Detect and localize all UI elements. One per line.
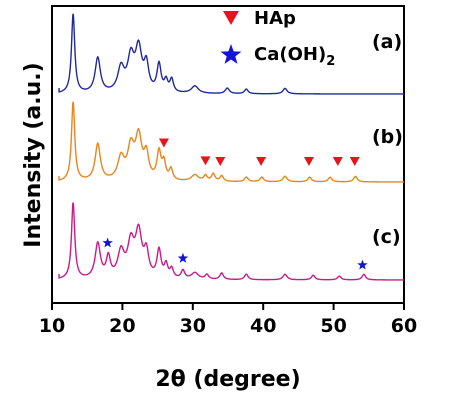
x-axis-ticks: 10 20 30 40 50 60 [39, 303, 417, 337]
caoh2-marker [357, 259, 368, 270]
caoh2-marker [177, 252, 189, 263]
legend-hap-marker [223, 11, 239, 25]
hap-marker [158, 138, 169, 148]
x-tick-label: 50 [320, 315, 346, 337]
y-axis-title: Intensity (a.u.) [21, 62, 46, 247]
plot-frame [51, 5, 405, 304]
series-line-a [58, 13, 404, 95]
x-tick-label: 30 [180, 315, 206, 337]
legend-caoh2-marker [220, 44, 242, 64]
hap-marker [215, 157, 226, 166]
legend-hap-label: HAp [254, 8, 296, 29]
legend: HAp Ca(OH)2 [220, 8, 335, 69]
x-tick-label: 60 [391, 315, 417, 337]
hap-marker [332, 157, 343, 166]
hap-marker [349, 157, 360, 166]
legend-caoh2-label: Ca(OH)2 [254, 44, 335, 69]
x-axis-title: 2θ (degree) [155, 367, 300, 392]
hap-marker [256, 157, 267, 166]
caoh2-peak-markers [102, 237, 368, 270]
caoh2-marker [102, 237, 113, 248]
x-tick-label: 10 [39, 315, 65, 337]
panel-label-b: (b) [372, 126, 403, 148]
panel-label-c: (c) [372, 226, 401, 248]
hap-marker [200, 156, 211, 166]
hap-peak-markers [158, 138, 360, 166]
hap-marker [303, 157, 314, 166]
panel-label-a: (a) [372, 31, 402, 53]
x-tick-label: 20 [109, 315, 135, 337]
series-line-c [58, 202, 404, 281]
x-tick-label: 40 [250, 315, 276, 337]
series-line-b [58, 101, 404, 183]
